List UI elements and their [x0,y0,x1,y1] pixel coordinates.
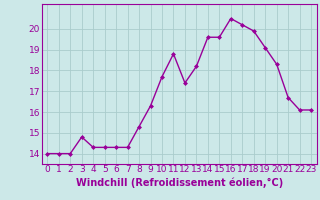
X-axis label: Windchill (Refroidissement éolien,°C): Windchill (Refroidissement éolien,°C) [76,177,283,188]
